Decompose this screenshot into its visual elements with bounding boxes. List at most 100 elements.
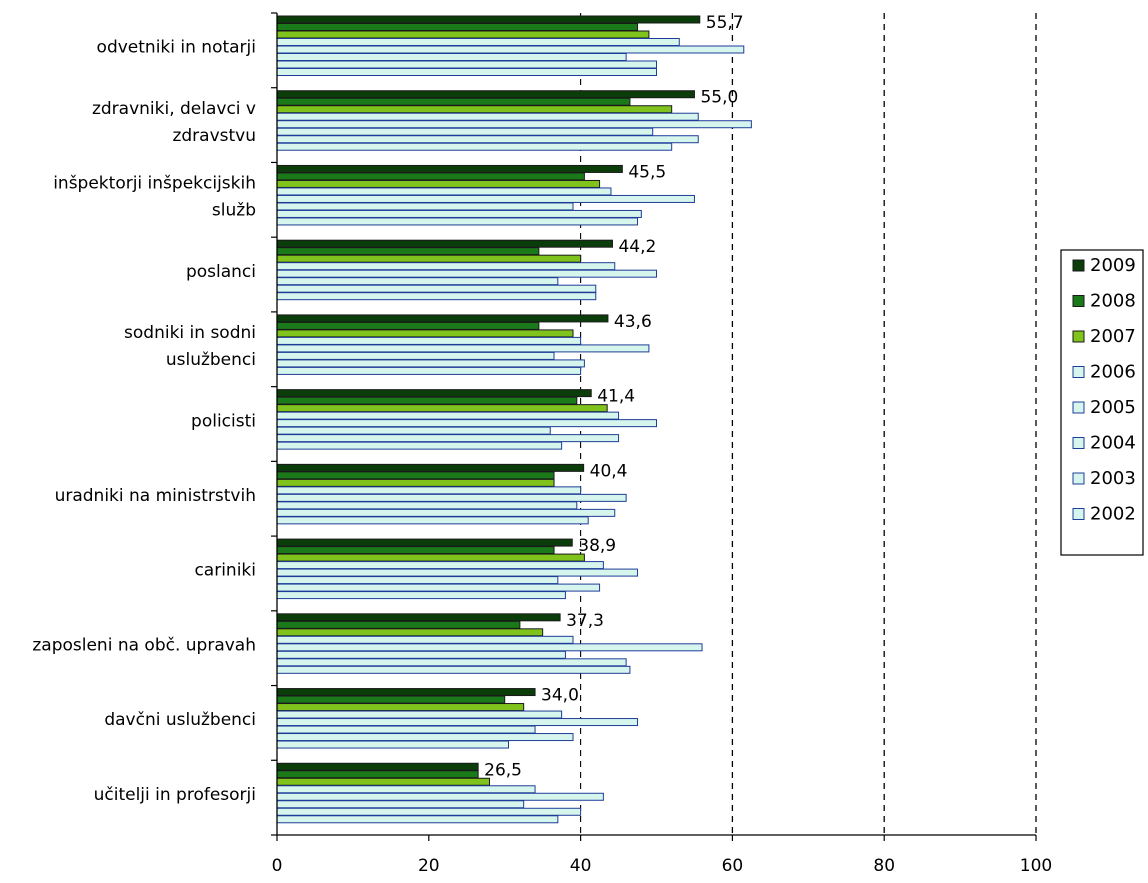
- bar-2003-8: [276, 658, 627, 667]
- bar-2004-7: [276, 576, 559, 585]
- bar-2002-6: [276, 516, 589, 525]
- category-label-5-0: policisti: [191, 411, 256, 431]
- bar-2004-0: [276, 53, 627, 61]
- bar-2008-1: [276, 97, 631, 106]
- category-label-4-1: uslužbenci: [166, 350, 256, 370]
- bar-2009-2: [276, 164, 623, 173]
- legend-label-2003: 2003: [1090, 468, 1136, 489]
- bar-2007-5: [276, 404, 608, 413]
- x-tick-label-20: 20: [418, 856, 440, 876]
- bar-2006-9: [276, 710, 563, 719]
- bar-2005-2: [276, 194, 695, 203]
- bar-2007-2: [276, 179, 601, 188]
- bar-2006-7: [276, 561, 604, 570]
- x-tick-label-60: 60: [722, 856, 744, 876]
- bar-2003-2: [276, 209, 642, 218]
- bar-2002-5: [276, 441, 563, 450]
- bar-2008-5: [276, 396, 578, 405]
- bar-2003-7: [276, 583, 601, 592]
- bar-2005-6: [276, 493, 627, 502]
- data-label-7: 38,9: [578, 536, 616, 556]
- bar-2008-9: [276, 695, 506, 704]
- bar-2002-8: [276, 665, 631, 674]
- bar-2008-0: [276, 23, 639, 31]
- bar-2006-4: [276, 336, 582, 345]
- bar-2006-6: [276, 486, 582, 495]
- data-label-3: 44,2: [618, 237, 656, 257]
- category-label-2-0: inšpektorji inšpekcijskih: [53, 174, 256, 194]
- legend-label-2008: 2008: [1090, 291, 1136, 312]
- bar-2004-4: [276, 351, 555, 360]
- bar-2004-1: [276, 127, 654, 136]
- bar-2004-5: [276, 426, 551, 435]
- bar-2005-8: [276, 643, 703, 652]
- bar-2007-10: [276, 777, 491, 786]
- bar-2008-7: [276, 546, 555, 555]
- bar-2006-8: [276, 635, 574, 644]
- x-tick-label-40: 40: [570, 856, 592, 876]
- bar-2002-9: [276, 740, 509, 749]
- bar-2008-4: [276, 321, 540, 330]
- bar-2009-3: [276, 239, 613, 248]
- bar-2003-4: [276, 359, 585, 368]
- category-label-7-0: cariniki: [194, 561, 256, 581]
- bar-2007-0: [276, 30, 650, 39]
- bar-2009-4: [276, 314, 609, 323]
- data-label-1: 55,0: [700, 88, 738, 108]
- legend-label-2004: 2004: [1090, 433, 1136, 454]
- bar-2007-3: [276, 254, 582, 263]
- bar-2008-6: [276, 471, 555, 480]
- bar-2003-1: [276, 135, 699, 144]
- data-label-0: 55,7: [706, 13, 744, 33]
- bar-2009-7: [276, 538, 573, 547]
- bar-2009-10: [276, 762, 479, 771]
- bar-2002-10: [276, 815, 559, 824]
- data-label-6: 40,4: [590, 461, 628, 481]
- category-label-1-1: zdravstvu: [172, 126, 256, 146]
- x-tick-label-100: 100: [1020, 856, 1052, 876]
- bar-2009-6: [276, 463, 585, 472]
- bar-2006-3: [276, 262, 616, 271]
- bar-2004-10: [276, 800, 525, 809]
- bar-2006-2: [276, 187, 612, 196]
- legend-label-2006: 2006: [1090, 362, 1136, 383]
- category-label-6-0: uradniki na ministrstvih: [55, 486, 256, 506]
- legend-swatch-2006: [1072, 366, 1085, 378]
- bar-2009-8: [276, 613, 561, 622]
- bar-2004-8: [276, 650, 566, 659]
- bar-2006-0: [276, 38, 680, 46]
- bar-2004-2: [276, 202, 574, 211]
- bar-2003-0: [276, 60, 657, 69]
- category-label-2-1: služb: [212, 201, 256, 221]
- bar-2007-9: [276, 703, 525, 712]
- bars: [276, 15, 752, 824]
- category-label-10-0: učitelji in profesorji: [94, 785, 256, 805]
- bar-2008-10: [276, 770, 479, 779]
- bar-2007-4: [276, 329, 574, 338]
- category-label-3-0: poslanci: [186, 262, 256, 282]
- legend-label-2002: 2002: [1090, 504, 1136, 525]
- legend-swatch-2009: [1072, 259, 1085, 272]
- bar-2002-1: [276, 142, 673, 151]
- bar-2005-7: [276, 568, 639, 577]
- data-label-8: 37,3: [566, 611, 604, 631]
- bar-2009-0: [276, 15, 701, 24]
- bar-2006-1: [276, 112, 699, 121]
- data-labels: 55,7 55,0 45,5 44,2 43,6 41,4 40,4 38,9 37,3 34,0…: [484, 13, 743, 780]
- bar-2005-5: [276, 419, 657, 428]
- bar-2002-0: [276, 68, 657, 76]
- legend-swatch-2005: [1072, 401, 1085, 414]
- bar-2007-1: [276, 105, 673, 114]
- bar-2004-3: [276, 277, 559, 286]
- bar-2003-5: [276, 434, 620, 443]
- bar-2005-3: [276, 269, 657, 278]
- data-label-10: 26,5: [484, 760, 522, 780]
- bar-2002-7: [276, 591, 566, 600]
- category-label-8-0: zaposleni na obč. upravah: [32, 635, 256, 655]
- bar-2007-8: [276, 628, 544, 637]
- bar-2009-9: [276, 688, 536, 697]
- bar-2005-0: [276, 45, 745, 54]
- bar-2005-4: [276, 344, 650, 353]
- bar-2003-9: [276, 733, 574, 742]
